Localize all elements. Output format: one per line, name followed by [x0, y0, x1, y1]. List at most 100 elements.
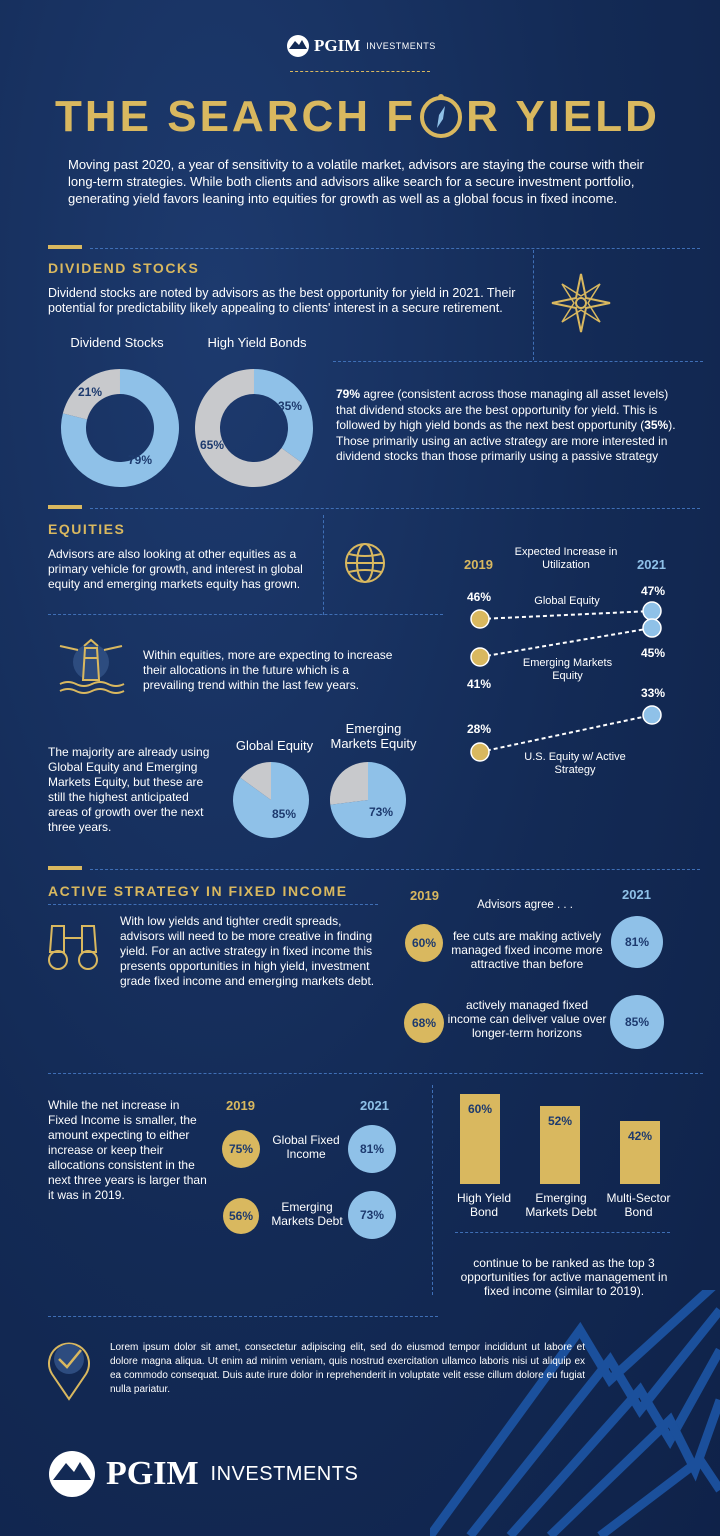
dividend-section-title: DIVIDEND STOCKS — [48, 260, 200, 276]
donut-label-rest-1: 21% — [78, 385, 103, 399]
bar-label-2: Emerging Markets Debt — [525, 1191, 597, 1219]
section-divider — [90, 248, 700, 249]
equities-text-1: Advisors are also looking at other equit… — [48, 547, 303, 591]
pie-value-em: 73% — [369, 805, 394, 819]
donut-label-rest-2: 65% — [200, 438, 225, 452]
high-yield-donut — [195, 369, 313, 487]
slope-global-2019: 46% — [467, 590, 492, 604]
intro-text: Moving past 2020, a year of sensitivity … — [68, 157, 644, 206]
slope-dot-2019 — [470, 609, 490, 629]
agree-year-2019: 2019 — [410, 888, 439, 903]
fixed-income-text-1: With low yields and tighter credit sprea… — [120, 914, 375, 988]
binoculars-icon — [48, 925, 98, 970]
footer-divider — [48, 1316, 438, 1317]
header-logo-sub: INVESTMENTS — [366, 41, 436, 51]
dividend-note-a: agree (consistent across those managing … — [336, 387, 669, 432]
bar-1: 60% — [460, 1094, 500, 1184]
global-equity-pie — [233, 762, 309, 838]
alloc-row2-2019: 56% — [223, 1198, 259, 1234]
section-divider — [48, 1073, 703, 1074]
slope-em-2019: 41% — [467, 677, 492, 691]
section-divider — [323, 515, 324, 615]
agree-header: Advisors agree . . . — [477, 899, 573, 911]
slope-global-2021: 47% — [641, 584, 666, 598]
slope-label-em: Emerging Markets Equity — [522, 657, 613, 682]
slope-line — [479, 627, 653, 658]
section-marker — [48, 505, 82, 509]
slope-dot-2021 — [642, 601, 662, 621]
globe-icon — [345, 543, 385, 583]
dividend-note-bold2: 35% — [644, 418, 669, 432]
bar-label-3: Multi-Sector Bond — [606, 1191, 671, 1219]
em-equity-pie — [330, 762, 406, 838]
slope-label-global: Global Equity — [534, 595, 600, 607]
alloc-row1-label: Global Fixed Income — [272, 1133, 340, 1161]
footer-logo: PGIM INVESTMENTS — [48, 1450, 358, 1498]
slope-dot-2021 — [642, 618, 662, 638]
section-divider — [48, 904, 378, 905]
page-title-part2: R YIELD — [466, 92, 660, 141]
compass-rose-icon — [551, 273, 611, 333]
alloc-year-2019: 2019 — [226, 1098, 255, 1113]
slope-year-2021: 2021 — [637, 557, 666, 572]
em-equity-pie-rest-slice — [330, 762, 368, 805]
section-divider — [333, 361, 703, 362]
agree-row2-text: actively managed fixed income can delive… — [447, 998, 607, 1040]
bar-label-1: High Yield Bond — [456, 1191, 512, 1219]
highyield-donut-main-slice — [254, 369, 313, 463]
slope-dot-2021 — [642, 705, 662, 725]
alloc-year-2021: 2021 — [360, 1098, 389, 1113]
global-equity-pie-rest-slice — [240, 762, 271, 800]
slope-line — [479, 610, 653, 620]
pie-label-em: Emerging Markets Equity — [330, 721, 417, 751]
bar-3: 42% — [620, 1121, 660, 1184]
section-marker — [48, 245, 82, 249]
slope-em-2021: 45% — [641, 646, 666, 660]
slope-us-2019: 28% — [467, 722, 492, 736]
agree-row1-text: fee cuts are making actively managed fix… — [451, 929, 603, 971]
dividend-donut-main-slice — [60, 369, 179, 487]
footer-lorem: Lorem ipsum dolor sit amet, consectetur … — [110, 1342, 585, 1395]
section-marker — [48, 866, 82, 870]
header-logo-text: PGIM — [314, 36, 361, 55]
dividend-note-bold: 79% — [336, 387, 361, 401]
alloc-row2-label: Emerging Markets Debt — [271, 1200, 343, 1228]
agree-row2-2019: 68% — [404, 1003, 444, 1043]
bar-divider — [455, 1232, 670, 1233]
donut-label-highyield: High Yield Bonds — [207, 335, 307, 350]
bars-note: continue to be ranked as the top 3 oppor… — [460, 1256, 668, 1298]
pie-label-global: Global Equity — [235, 738, 314, 753]
slope-header: Expected Increase in Utilization — [514, 546, 618, 571]
dividend-text: Dividend stocks are noted by advisors as… — [48, 286, 516, 315]
fixed-income-section-title: ACTIVE STRATEGY IN FIXED INCOME — [48, 883, 348, 899]
donut-label-main-2: 35% — [278, 399, 303, 413]
section-divider — [48, 614, 443, 615]
highyield-donut-rest-slice — [195, 369, 302, 487]
dividend-note: 79% agree (consistent across those manag… — [336, 387, 676, 465]
alloc-row2-2021: 73% — [348, 1191, 396, 1239]
donut-label-dividend: Dividend Stocks — [70, 335, 164, 350]
slope-year-2019: 2019 — [464, 557, 493, 572]
section-divider — [90, 508, 700, 509]
lighthouse-icon — [59, 638, 125, 694]
slope-label-us: U.S. Equity w/ Active Strategy — [524, 751, 626, 776]
section-divider — [90, 869, 700, 870]
agree-row1-2019: 60% — [405, 924, 443, 962]
agree-row2-2021: 85% — [610, 995, 664, 1049]
pie-value-global: 85% — [272, 807, 297, 821]
page-title-part1: THE SEARCH F — [55, 92, 417, 141]
section-divider — [533, 250, 534, 360]
compass-icon — [420, 94, 463, 138]
rock-logo-icon — [287, 35, 309, 57]
header-logo: PGIM INVESTMENTS — [286, 34, 436, 58]
footer-logo-sub: INVESTMENTS — [210, 1462, 359, 1485]
equities-text-3: The majority are already using Global Eq… — [48, 745, 210, 834]
slope-line — [479, 714, 653, 753]
section-divider — [432, 1085, 433, 1295]
location-check-icon — [48, 1342, 90, 1401]
slope-us-2021: 33% — [641, 686, 666, 700]
footer-logo-text: PGIM — [106, 1455, 199, 1492]
rock-logo-icon — [49, 1451, 95, 1497]
agree-row1-2021: 81% — [611, 916, 663, 968]
